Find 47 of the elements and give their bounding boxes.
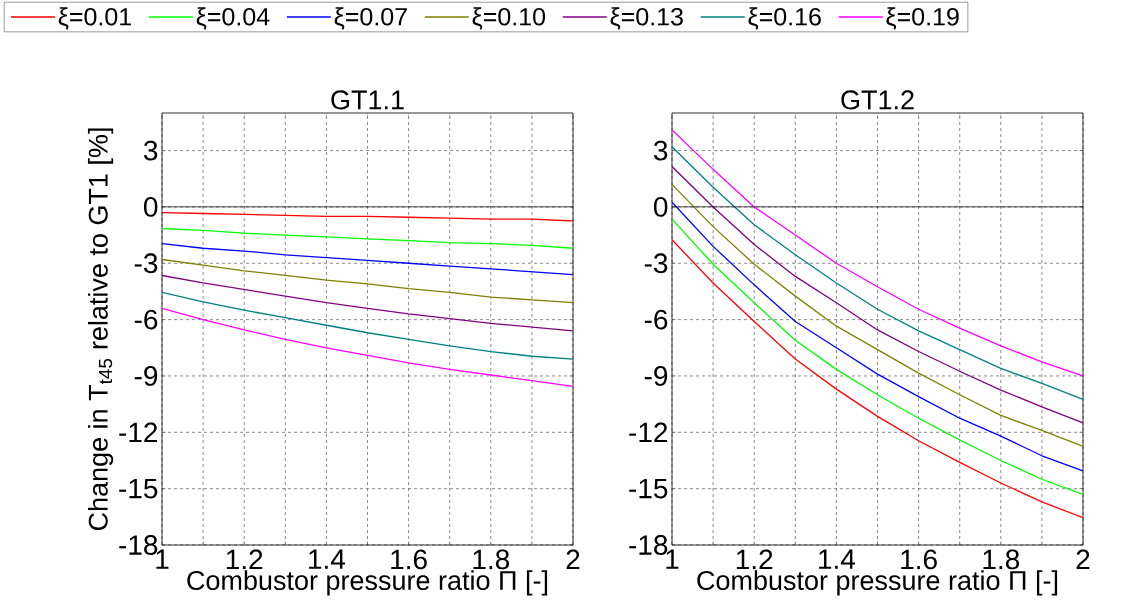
legend-label: ξ=0.13 (610, 7, 683, 30)
y-tick-label: 0 (144, 197, 158, 217)
x-tick-label: 1.6 (901, 549, 937, 570)
y-tick-label: -15 (629, 478, 668, 499)
legend-label: ξ=0.07 (334, 7, 407, 30)
y-tick-label: -6 (644, 309, 668, 330)
y-tick-label: -9 (134, 366, 158, 386)
y-tick-label: 3 (143, 140, 158, 161)
chart-title: GT1.2 (841, 90, 914, 110)
x-tick-label: 1.4 (819, 549, 856, 569)
y-tick-label: -9 (644, 366, 668, 386)
x-tick-label: 1.2 (226, 549, 263, 570)
y-tick-label: 3 (653, 140, 668, 161)
line-series (162, 211, 574, 222)
x-tick-label: 1.8 (473, 549, 510, 570)
y-tick-label: -18 (119, 535, 158, 555)
line-series (672, 146, 1084, 401)
y-axis-title: Change in T$_{t45}$ relative to GT1 [%] (87, 128, 114, 531)
legend-label: ξ=0.19 (886, 7, 959, 30)
y-tick-label: -12 (119, 422, 158, 443)
line-series (162, 227, 574, 249)
line-series (162, 291, 574, 360)
x-axis-title: Combustor pressure ratio Π [-] (697, 570, 1058, 596)
x-tick-label: 1.4 (309, 549, 346, 569)
legend-label: ξ=0.04 (196, 7, 270, 30)
y-tick-label: 0 (654, 197, 668, 217)
legend-label: ξ=0.10 (472, 7, 546, 30)
y-tick-label: -15 (119, 478, 158, 499)
y-tick-label: -12 (629, 422, 668, 443)
x-tick-label: 1.2 (736, 549, 773, 570)
y-tick-label: -18 (629, 535, 668, 555)
legend-label: ξ=0.01 (58, 7, 131, 30)
x-tick-label: 1.8 (983, 549, 1020, 570)
line-series (672, 129, 1084, 377)
x-tick-label: 1.6 (391, 549, 427, 570)
x-axis-title: Combustor pressure ratio Π [-] (187, 570, 548, 596)
x-tick-label: 1 (666, 549, 679, 569)
x-tick-label: 2 (1076, 549, 1090, 570)
y-tick-label: -3 (134, 253, 158, 274)
x-tick-label: 2 (566, 549, 580, 570)
chart-title: GT1.1 (331, 90, 404, 110)
line-series (162, 258, 574, 304)
legend-label: ξ=0.16 (748, 7, 821, 30)
line-series (162, 307, 574, 387)
x-tick-label: 1 (156, 549, 169, 569)
y-tick-label: -6 (134, 309, 158, 330)
y-tick-label: -3 (644, 253, 668, 274)
